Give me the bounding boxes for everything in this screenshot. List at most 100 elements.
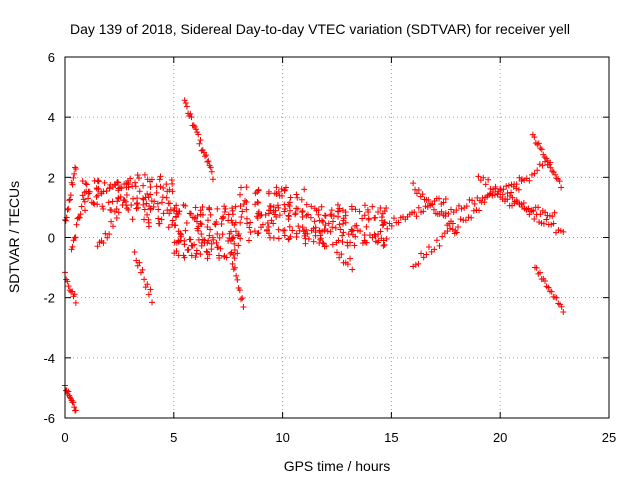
data-point [134,171,141,178]
data-point [535,204,542,211]
data-point [115,187,122,194]
data-point [281,208,288,215]
data-point [189,242,196,249]
data-point [237,219,244,226]
data-point [281,227,288,234]
data-point [208,168,215,175]
data-point [230,266,237,273]
data-point [72,164,79,171]
data-point [558,303,565,310]
data-point [196,140,203,147]
data-point [425,243,432,250]
data-point [547,164,554,171]
data-point [453,207,460,214]
data-point [388,222,395,229]
data-point [375,237,382,244]
data-point [348,203,355,210]
data-point [237,191,244,198]
data-point [64,206,71,213]
data-point [547,159,554,166]
data-point [361,212,368,219]
data-point [528,171,535,178]
data-point [206,251,213,258]
data-point [440,199,447,206]
data-point [268,217,275,224]
data-point [476,207,483,214]
data-point [289,227,296,234]
data-point [411,209,418,216]
data-point [292,211,299,218]
data-point [303,226,310,233]
data-point [205,158,212,165]
data-point [72,165,79,172]
data-point [273,213,280,220]
data-point [365,216,372,223]
data-point [492,183,499,190]
x-tick-label: 10 [275,430,289,445]
data-point [247,229,254,236]
data-point [481,199,488,206]
data-point [219,231,226,238]
data-point [145,223,152,230]
data-point [413,190,420,197]
data-point [227,228,234,235]
data-point [423,251,430,258]
data-point [139,266,146,273]
data-point [83,181,90,188]
data-point [234,276,241,283]
data-point [129,183,136,190]
data-point [81,198,88,205]
data-point [231,255,238,262]
data-point [292,210,299,217]
y-tick-label: -6 [43,411,55,426]
data-point [265,188,272,195]
data-point [439,233,446,240]
data-point [356,208,363,215]
data-point [449,226,456,233]
data-point [328,207,335,214]
data-point [274,202,281,209]
data-point [140,182,147,189]
data-point [151,198,158,205]
data-point [515,186,522,193]
data-point [298,196,305,203]
data-point [198,221,205,228]
data-point [195,236,202,243]
data-point [255,186,262,193]
data-point [503,183,510,190]
data-point [197,137,204,144]
data-point [430,206,437,213]
data-point [135,204,142,211]
data-point [115,179,122,186]
data-point [255,210,262,217]
data-point [315,206,322,213]
data-point [458,205,465,212]
data-point [94,186,101,193]
data-point [184,247,191,254]
data-point [242,197,249,204]
data-point [231,264,238,271]
data-point [155,206,162,213]
data-point [150,203,157,210]
data-point [136,259,143,266]
data-point [137,269,144,276]
data-point [65,283,72,290]
data-point [192,126,199,133]
data-point [302,235,309,242]
data-point [319,239,326,246]
data-point [293,191,300,198]
data-point [558,184,565,191]
data-point [539,162,546,169]
data-point [133,200,140,207]
data-point [214,244,221,251]
data-point [412,261,419,268]
data-point [239,295,246,302]
data-point [377,204,384,211]
data-point [304,211,311,218]
data-point [147,205,154,212]
data-point [235,231,242,238]
data-point [125,181,132,188]
data-point [318,203,325,210]
data-point [225,237,232,244]
data-point [513,197,520,204]
